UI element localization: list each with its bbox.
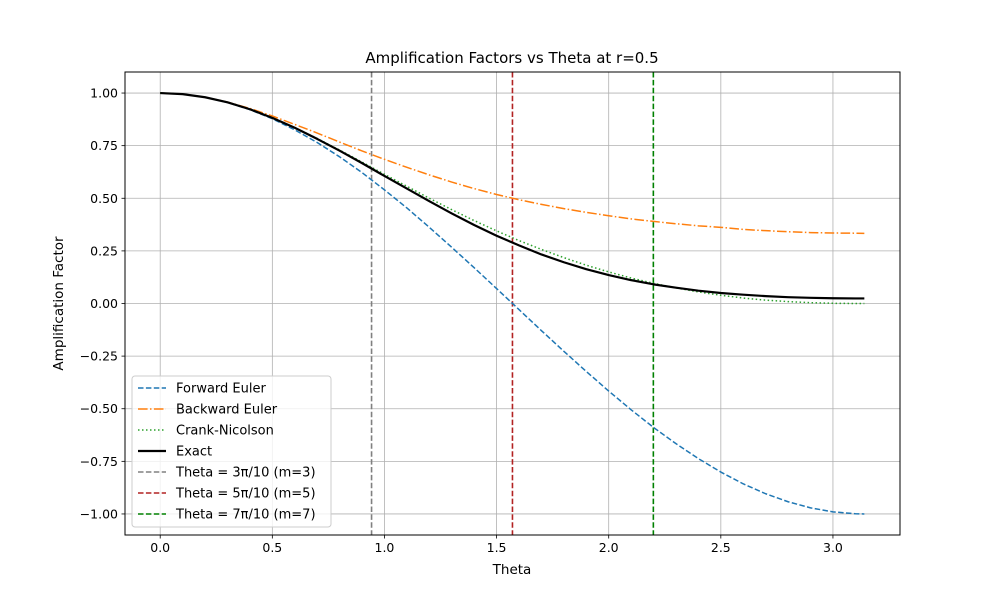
y-tick-label: −1.00 (80, 506, 118, 521)
y-tick-label: 0.75 (90, 138, 118, 153)
y-axis-title: Amplification Factor (51, 236, 67, 371)
x-tick-label: 2.0 (599, 540, 619, 555)
legend-label: Backward Euler (176, 403, 278, 418)
legend-label: Theta = 7π/10 (m=7) (175, 508, 316, 523)
y-axis: 1.00 0.75 0.50 0.25 0.00 −0.25 −0.50 −0.75 −1.00 (80, 86, 125, 521)
series-line-exact (160, 91, 865, 300)
y-tick-label: 0.25 (90, 243, 118, 258)
chart-title: Amplification Factors vs Theta at r=0.5 (365, 49, 658, 67)
y-tick-label: 1.00 (90, 86, 118, 101)
series-line-backward-euler (160, 92, 865, 235)
legend-items: Forward Euler Backward Euler Crank-Nicolso… (138, 382, 316, 523)
x-tick-label: 2.5 (711, 540, 731, 555)
legend-label: Theta = 5π/10 (m=5) (175, 487, 316, 502)
y-tick-label: 0.50 (90, 191, 118, 206)
x-tick-label: 0.5 (262, 540, 282, 555)
x-tick-label: 0.0 (150, 540, 170, 555)
legend-label: Forward Euler (176, 382, 266, 397)
series-line-forward-euler (160, 92, 865, 515)
y-tick-label: −0.75 (80, 454, 118, 469)
legend-label: Exact (176, 445, 212, 460)
x-tick-label: 1.0 (375, 540, 395, 555)
x-tick-label: 1.5 (487, 540, 507, 555)
series-layer (160, 91, 865, 515)
x-tick-label: 3.0 (823, 540, 843, 555)
y-tick-label: 0.00 (90, 296, 118, 311)
legend-box (131, 375, 332, 528)
legend: Forward Euler Backward Euler Crank-Nicolso… (131, 375, 332, 528)
y-tick-label: −0.50 (80, 401, 118, 416)
legend-label: Theta = 3π/10 (m=3) (175, 466, 316, 481)
x-axis-title: Theta (492, 562, 532, 578)
y-tick-label: −0.25 (80, 349, 118, 364)
legend-label: Crank-Nicolson (176, 424, 274, 439)
x-axis: 0.0 0.5 1.0 1.5 2.0 2.5 3.0 (150, 535, 843, 555)
